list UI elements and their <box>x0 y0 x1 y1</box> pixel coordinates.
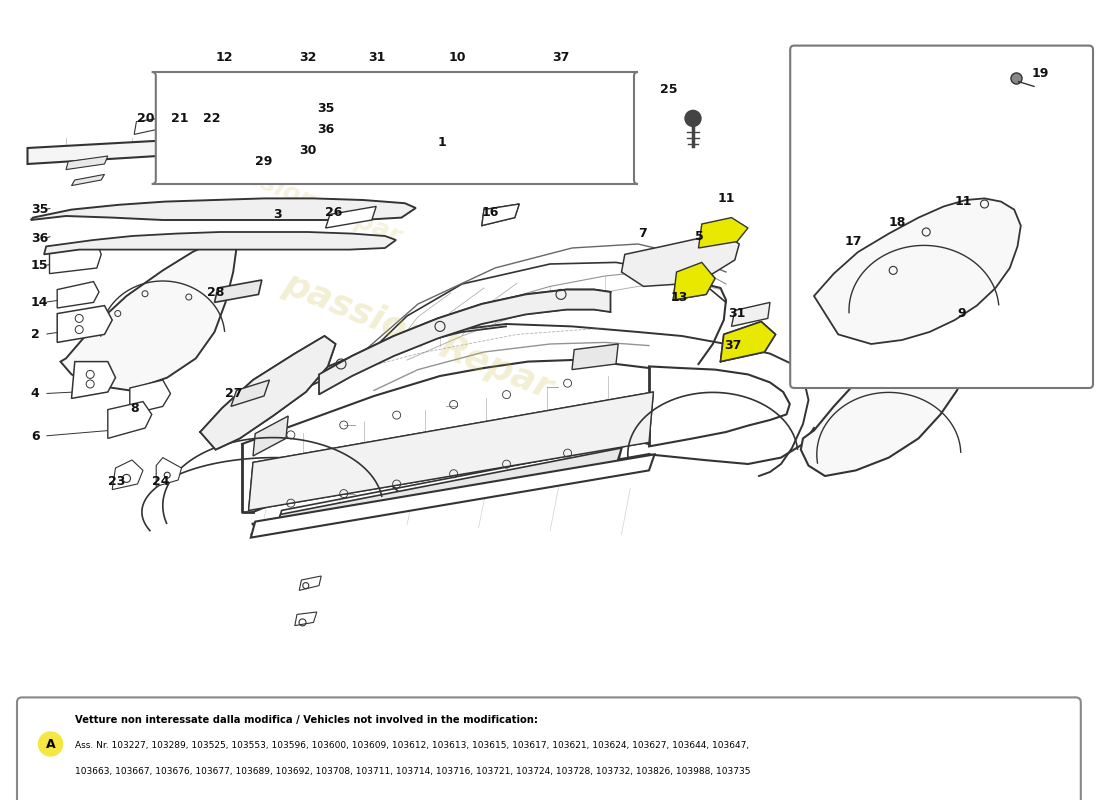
Polygon shape <box>44 232 396 254</box>
Polygon shape <box>214 280 262 302</box>
Text: 103663, 103667, 103676, 103677, 103689, 103692, 103708, 103711, 103714, 103716, : 103663, 103667, 103676, 103677, 103689, … <box>75 766 750 776</box>
Polygon shape <box>299 576 321 590</box>
Text: passion Repar: passion Repar <box>278 266 558 406</box>
Polygon shape <box>200 118 224 134</box>
Polygon shape <box>156 458 182 486</box>
Text: 13: 13 <box>671 291 689 304</box>
Polygon shape <box>326 206 376 228</box>
FancyBboxPatch shape <box>16 698 1081 800</box>
Polygon shape <box>572 344 618 370</box>
Circle shape <box>39 732 63 756</box>
Polygon shape <box>299 146 332 160</box>
Polygon shape <box>249 392 653 510</box>
Text: 7: 7 <box>638 227 647 240</box>
Text: 9: 9 <box>957 307 966 320</box>
Polygon shape <box>112 460 143 490</box>
Text: Ass. Nr. 103227, 103289, 103525, 103553, 103596, 103600, 103609, 103612, 103613,: Ass. Nr. 103227, 103289, 103525, 103553,… <box>75 741 749 750</box>
Text: 23: 23 <box>108 475 125 488</box>
Text: 2: 2 <box>31 328 40 341</box>
Text: passion Repar: passion Repar <box>211 152 405 248</box>
Text: 29: 29 <box>255 155 273 168</box>
Polygon shape <box>60 238 236 390</box>
Text: 31: 31 <box>728 307 746 320</box>
Polygon shape <box>801 322 970 476</box>
Polygon shape <box>698 218 748 248</box>
Polygon shape <box>732 302 770 326</box>
Text: 5: 5 <box>695 230 704 242</box>
Text: 26: 26 <box>324 206 342 218</box>
Text: A: A <box>46 738 55 750</box>
Text: 28: 28 <box>207 286 224 298</box>
Polygon shape <box>251 454 654 538</box>
Text: 17: 17 <box>845 235 862 248</box>
Circle shape <box>685 110 701 126</box>
Polygon shape <box>28 126 418 164</box>
Text: 21: 21 <box>170 112 188 125</box>
Polygon shape <box>50 242 101 274</box>
FancyBboxPatch shape <box>790 46 1093 388</box>
Polygon shape <box>200 336 336 450</box>
Text: 4: 4 <box>31 387 40 400</box>
Text: 3: 3 <box>273 208 282 221</box>
Text: 18: 18 <box>889 216 906 229</box>
Polygon shape <box>66 156 108 170</box>
Text: 12: 12 <box>216 51 233 64</box>
Polygon shape <box>31 198 416 220</box>
Polygon shape <box>720 322 775 362</box>
Text: 6: 6 <box>31 430 40 442</box>
Text: 8: 8 <box>130 402 139 414</box>
Polygon shape <box>72 362 116 398</box>
Text: 22: 22 <box>204 112 221 125</box>
Text: Vetture non interessate dalla modifica / Vehicles not involved in the modificati: Vetture non interessate dalla modifica /… <box>75 715 538 725</box>
Text: 35: 35 <box>31 203 48 216</box>
FancyBboxPatch shape <box>152 72 638 184</box>
Polygon shape <box>275 448 622 532</box>
Text: 30: 30 <box>299 144 317 157</box>
Text: 35: 35 <box>317 102 334 115</box>
Text: 1: 1 <box>438 136 447 149</box>
Text: 11: 11 <box>955 195 972 208</box>
Text: 25: 25 <box>660 83 678 96</box>
Polygon shape <box>814 198 1021 344</box>
Text: 31: 31 <box>368 51 386 64</box>
Text: 32: 32 <box>299 51 317 64</box>
Polygon shape <box>72 174 104 186</box>
Text: 36: 36 <box>31 232 48 245</box>
Text: 15: 15 <box>31 259 48 272</box>
Polygon shape <box>319 290 610 394</box>
Polygon shape <box>108 402 152 438</box>
Polygon shape <box>57 282 99 308</box>
Text: 36: 36 <box>317 123 334 136</box>
Polygon shape <box>253 416 288 456</box>
Text: 16: 16 <box>482 206 499 218</box>
Polygon shape <box>134 118 158 134</box>
Polygon shape <box>621 234 739 286</box>
Text: 19: 19 <box>1032 67 1049 80</box>
Text: 20: 20 <box>138 112 155 125</box>
Text: 37: 37 <box>724 339 741 352</box>
Text: 10: 10 <box>449 51 466 64</box>
Polygon shape <box>57 306 112 342</box>
Text: 24: 24 <box>152 475 169 488</box>
Text: 11: 11 <box>717 192 735 205</box>
Polygon shape <box>339 136 544 160</box>
Text: 37: 37 <box>552 51 570 64</box>
Polygon shape <box>167 118 191 134</box>
Polygon shape <box>673 262 715 300</box>
Polygon shape <box>130 380 170 414</box>
Polygon shape <box>231 380 270 406</box>
Polygon shape <box>482 204 519 226</box>
Text: 27: 27 <box>226 387 243 400</box>
Polygon shape <box>264 156 299 172</box>
Text: 14: 14 <box>31 296 48 309</box>
Polygon shape <box>295 612 317 626</box>
